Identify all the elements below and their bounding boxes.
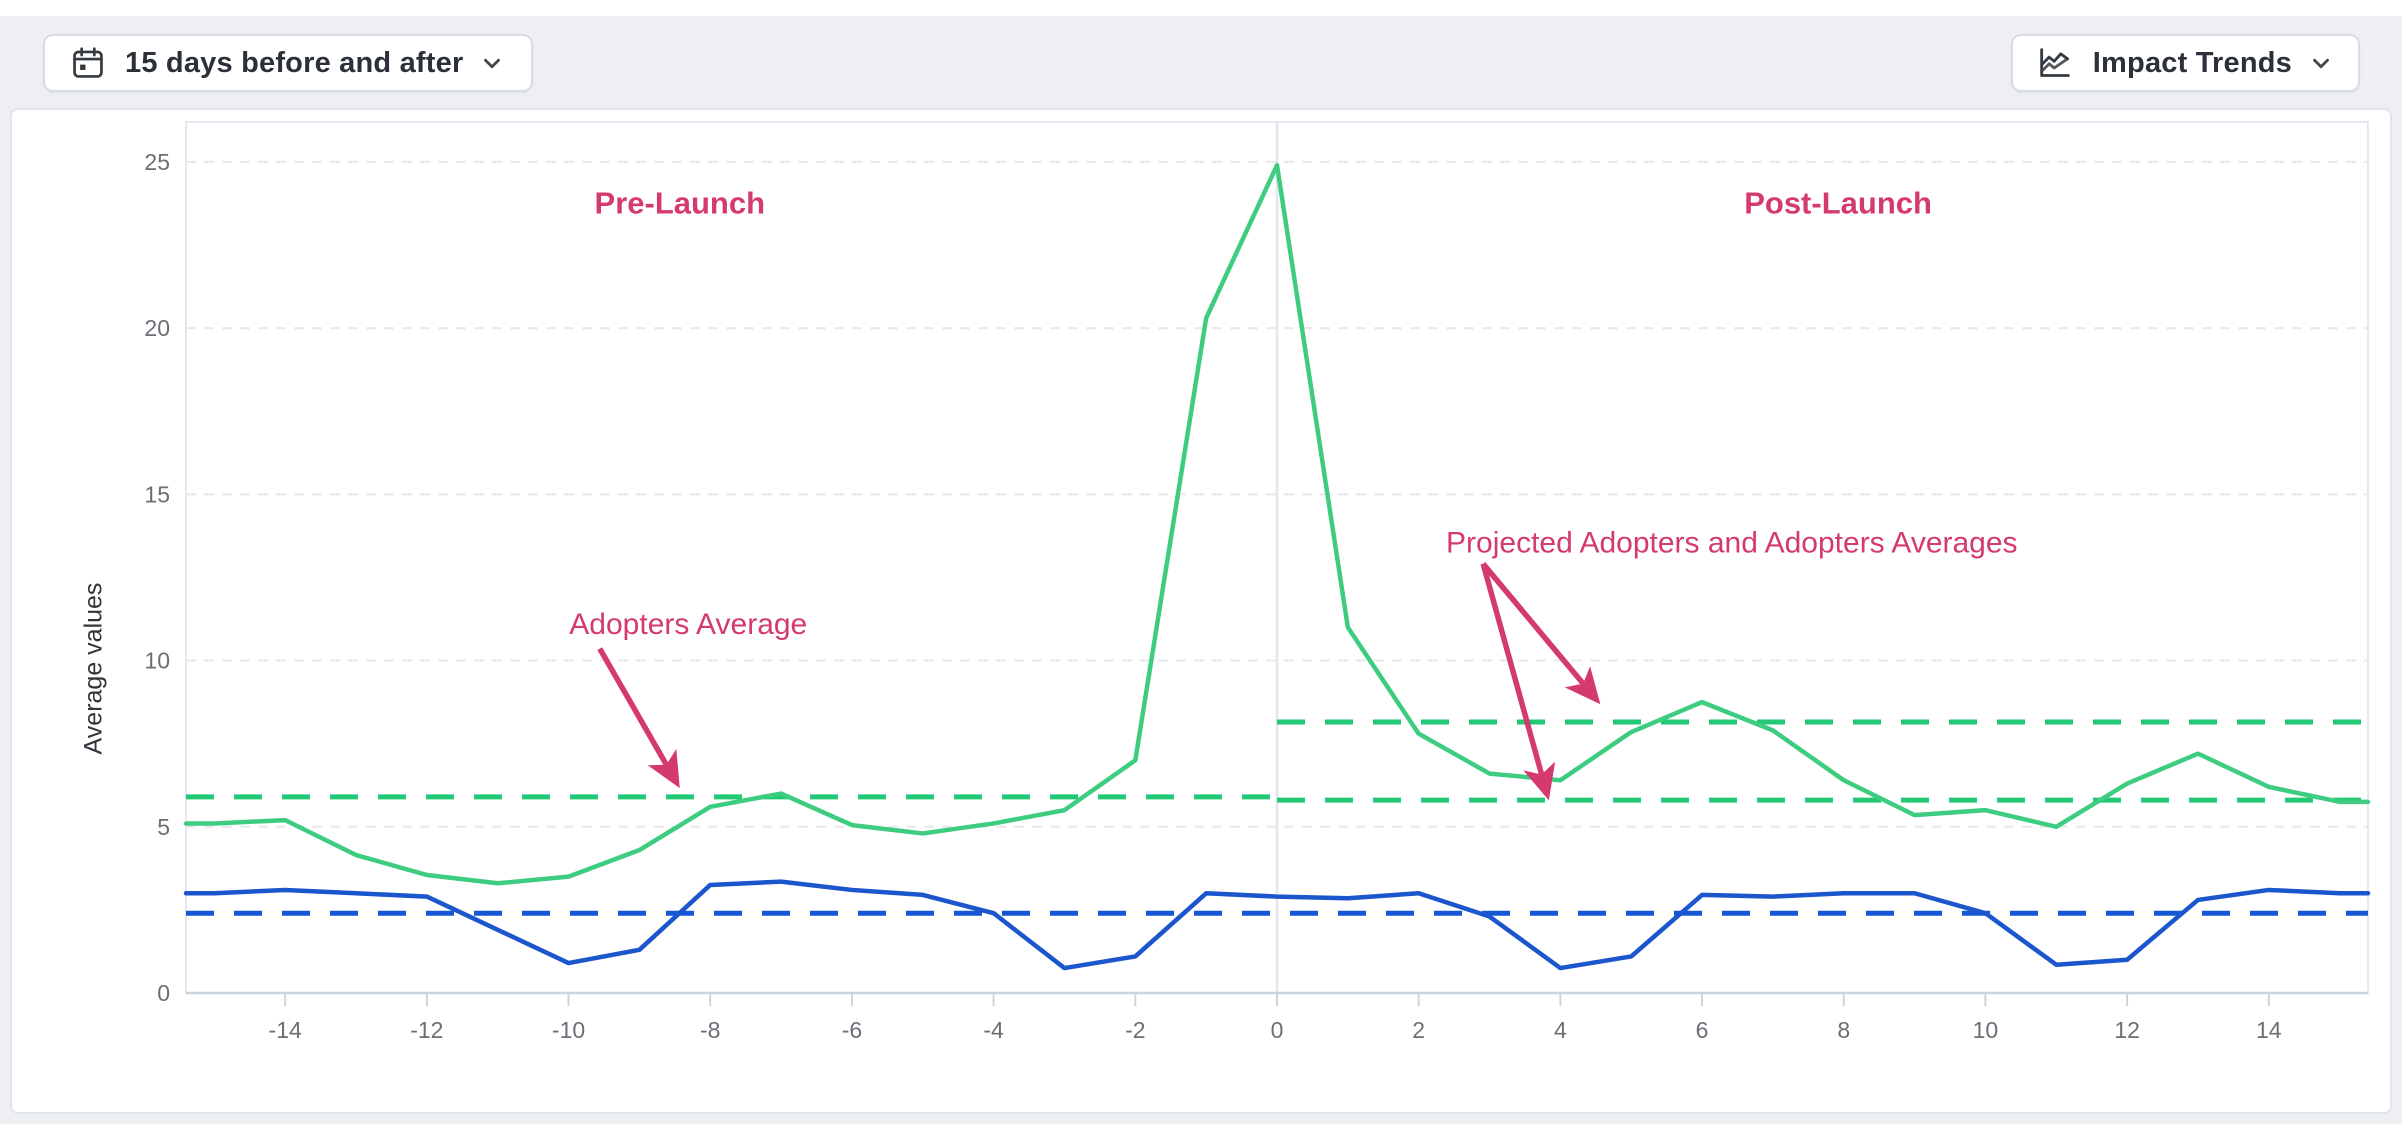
date-range-label: 15 days before and after: [125, 46, 464, 79]
date-range-button[interactable]: 15 days before and after: [43, 34, 534, 92]
impact-trends-button[interactable]: Impact Trends: [2010, 34, 2360, 92]
calendar-icon: [69, 44, 107, 82]
line-chart-icon: [2035, 43, 2075, 83]
impact-trends-label: Impact Trends: [2092, 46, 2292, 79]
chart-card: Average values: [10, 108, 2392, 1114]
chevron-down-icon: [479, 50, 505, 76]
top-white-strip: [0, 0, 2402, 16]
y-axis-title: Average values: [79, 582, 108, 755]
chevron-down-icon: [2308, 50, 2334, 76]
